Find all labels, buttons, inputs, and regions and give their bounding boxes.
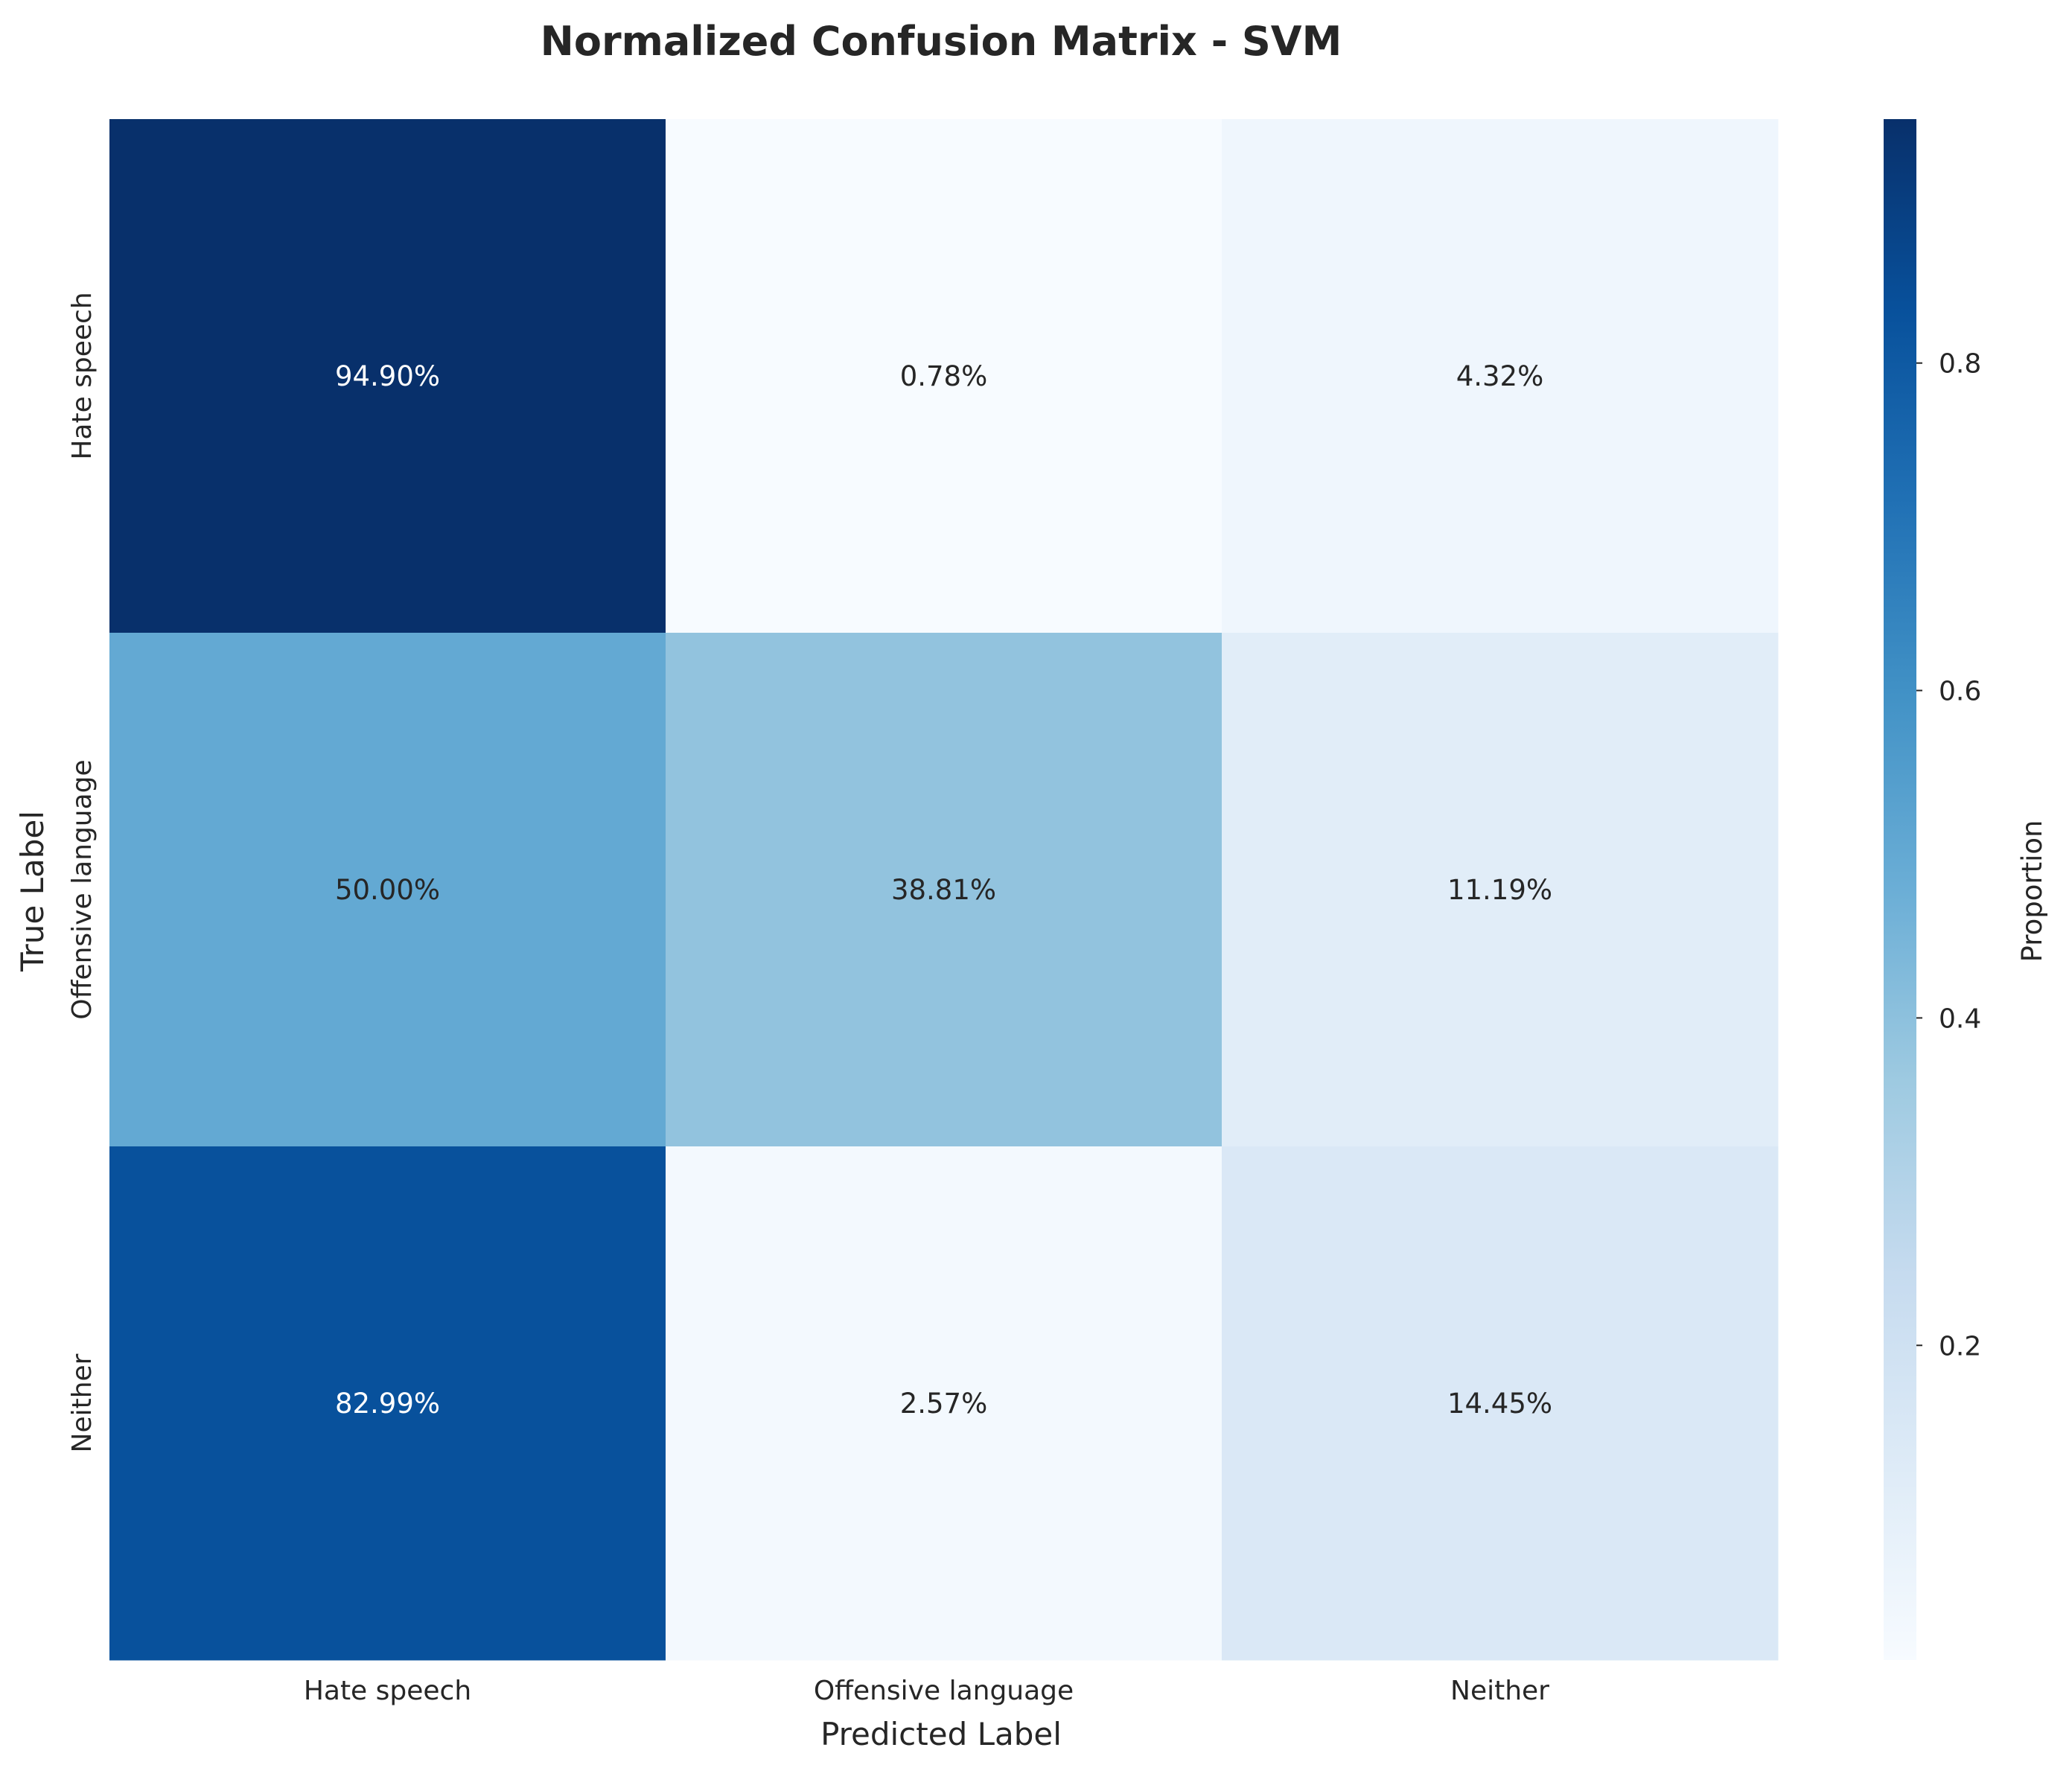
colorbar-tick-label: 0.8 xyxy=(1939,349,1981,380)
cell-value-label: 11.19% xyxy=(1447,874,1552,906)
cell-value-label: 82.99% xyxy=(335,1388,440,1420)
colorbar-title: Proportion xyxy=(2016,820,2048,963)
cell-value-label: 14.45% xyxy=(1447,1388,1552,1420)
cell-value-label: 50.00% xyxy=(335,874,440,906)
y-tick-label: Hate speech xyxy=(67,292,98,459)
heatmap-cell xyxy=(666,119,1223,633)
cell-value-label: 38.81% xyxy=(891,874,996,906)
heatmap-cell xyxy=(666,1146,1223,1661)
colorbar-tick-label: 0.6 xyxy=(1939,677,1981,707)
cell-value-label: 2.57% xyxy=(900,1388,988,1420)
x-axis-tick-labels: Hate speech Offensive language Neither xyxy=(304,1676,1549,1706)
colorbar xyxy=(1884,119,1916,1660)
heatmap-cell xyxy=(109,1146,666,1661)
heatmap-cell xyxy=(109,633,666,1147)
chart-title: Normalized Confusion Matrix - SVM xyxy=(541,18,1342,65)
heatmap-cell xyxy=(1222,119,1779,633)
x-axis-title: Predicted Label xyxy=(820,1716,1062,1752)
cell-value-label: 94.90% xyxy=(335,360,440,392)
heatmap-cell xyxy=(1222,633,1779,1147)
heatmap-grid: 94.90% 0.78% 4.32% 50.00% 38.81% 11.19% 82.99%… xyxy=(109,119,1779,1661)
x-tick-label: Neither xyxy=(1450,1676,1549,1706)
heatmap-cell xyxy=(666,633,1223,1147)
colorbar-tick-label: 0.2 xyxy=(1939,1331,1981,1362)
cell-value-label: 4.32% xyxy=(1456,360,1544,392)
x-tick-label: Hate speech xyxy=(304,1676,471,1706)
y-axis-tick-labels: Hate speech Offensive language Neither xyxy=(67,292,98,1452)
y-tick-label: Neither xyxy=(67,1353,98,1452)
heatmap-cell xyxy=(1222,1146,1779,1661)
y-tick-label: Offensive language xyxy=(67,759,98,1019)
x-tick-label: Offensive language xyxy=(814,1676,1074,1706)
cell-value-label: 0.78% xyxy=(900,360,988,392)
heatmap-cell xyxy=(109,119,666,633)
colorbar-tick-labels: 0.2 0.4 0.6 0.8 xyxy=(1916,349,1981,1362)
colorbar-tick-label: 0.4 xyxy=(1939,1003,1981,1034)
y-axis-title: True Label xyxy=(14,811,51,972)
